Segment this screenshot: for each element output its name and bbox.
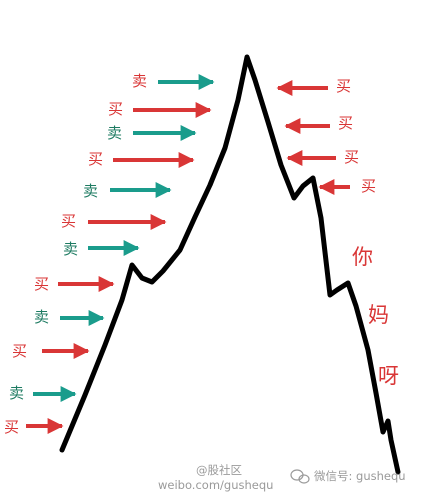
sell-label: 卖 — [34, 308, 49, 326]
sell-label: 卖 — [107, 124, 122, 142]
buy-label: 买 — [61, 212, 76, 230]
watermark-wechat: 微信号: gushequ — [314, 469, 406, 483]
sell-label: 卖 — [83, 182, 98, 200]
left-arrows — [26, 74, 215, 434]
buy-label: 买 — [34, 275, 49, 293]
phrase-char: 呀 — [378, 364, 399, 388]
right-arrows — [276, 80, 350, 195]
buy-label: 买 — [344, 148, 359, 166]
phrase-char: 你 — [352, 245, 373, 269]
sell-label: 卖 — [132, 72, 147, 90]
watermark: @股社区 weibo.com/gushequ 微信号: gushequ — [158, 463, 406, 492]
buy-label: 买 — [338, 114, 353, 132]
buy-label: 买 — [12, 342, 27, 360]
right-labels: 买 买 买 买 — [336, 77, 376, 195]
wechat-icon — [290, 469, 310, 484]
buy-label: 买 — [4, 418, 19, 436]
watermark-url: weibo.com/gushequ — [158, 478, 273, 492]
watermark-handle: @股社区 — [196, 463, 242, 477]
left-labels: 卖 买 卖 买 卖 买 卖 买 卖 买 卖 买 — [4, 72, 147, 436]
buy-label: 买 — [361, 177, 376, 195]
phrase-char: 妈 — [368, 303, 389, 327]
buy-label: 买 — [88, 150, 103, 168]
buy-label: 买 — [336, 77, 351, 95]
phrase-vertical: 你 妈 呀 — [352, 245, 399, 388]
price-line — [59, 54, 401, 475]
buy-label: 买 — [108, 100, 123, 118]
sell-label: 卖 — [63, 240, 78, 258]
sell-label: 卖 — [9, 384, 24, 402]
